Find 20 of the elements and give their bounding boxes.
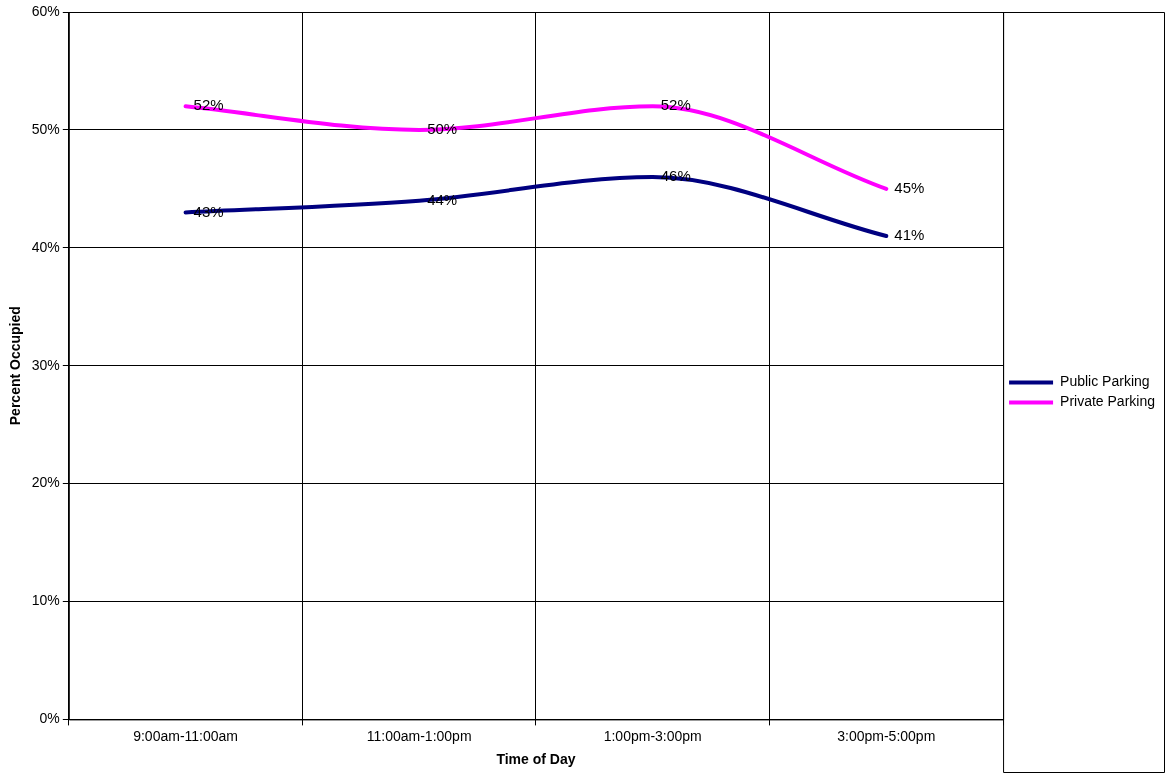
y-tick-label: 40% bbox=[31, 238, 60, 255]
data-label: 50% bbox=[427, 120, 458, 138]
x-tick-label: 3:00pm-5:00pm bbox=[837, 727, 936, 744]
data-label: 44% bbox=[427, 190, 458, 208]
x-tick-label: 11:00am-1:00pm bbox=[366, 727, 472, 744]
y-tick-label: 60% bbox=[31, 2, 60, 19]
y-axis-title: Percent Occupied bbox=[7, 306, 24, 426]
data-label: 43% bbox=[193, 202, 224, 220]
y-tick-label: 20% bbox=[31, 474, 60, 491]
legend-label: Public Parking bbox=[1060, 373, 1150, 390]
y-tick-label: 30% bbox=[31, 356, 60, 373]
x-tick-label: 1:00pm-3:00pm bbox=[603, 727, 702, 744]
x-axis-title: Time of Day bbox=[496, 751, 576, 768]
legend-label: Private Parking bbox=[1060, 393, 1156, 410]
y-tick-label: 50% bbox=[31, 120, 60, 137]
data-label: 45% bbox=[894, 178, 925, 196]
x-tick-label: 9:00am-11:00am bbox=[133, 727, 239, 744]
data-label: 41% bbox=[894, 226, 925, 244]
y-tick-label: 10% bbox=[31, 592, 60, 609]
y-tick-label: 0% bbox=[39, 710, 60, 727]
